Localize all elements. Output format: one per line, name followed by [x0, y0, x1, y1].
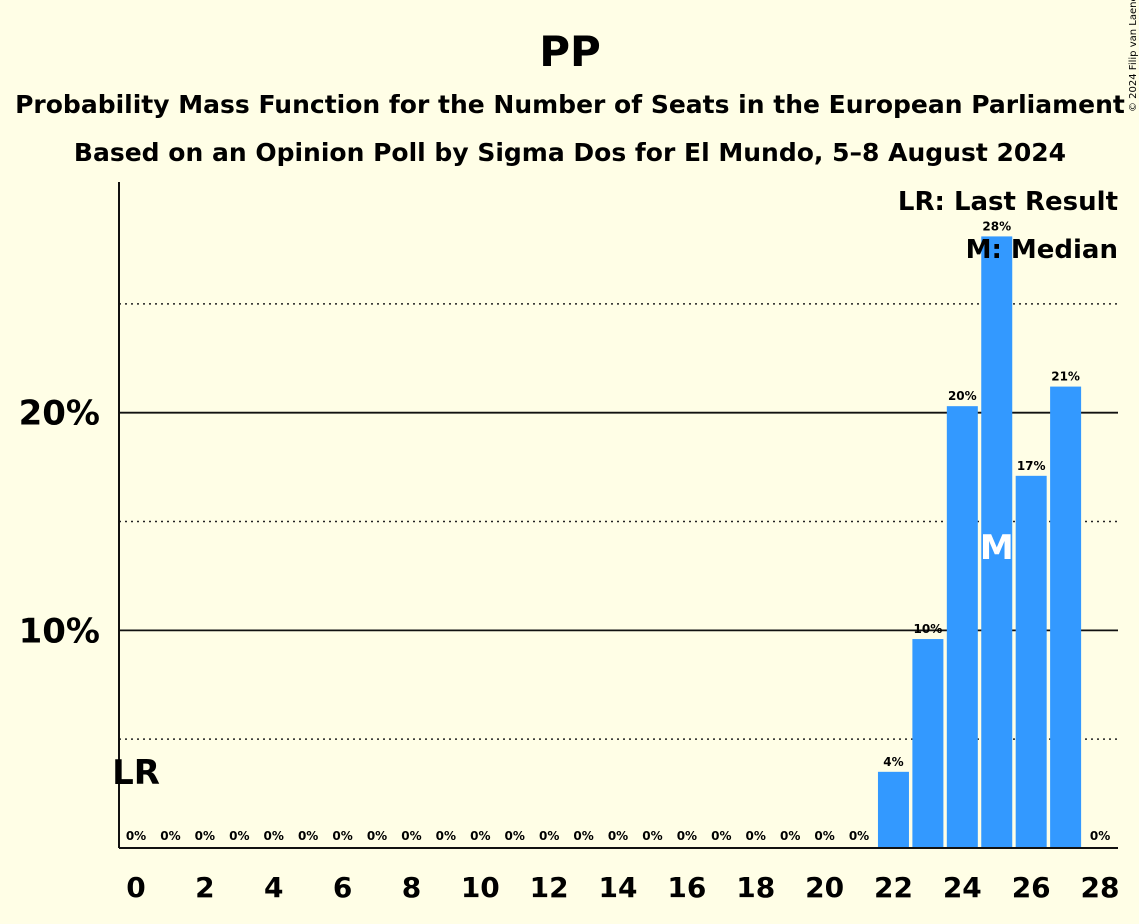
- bar-seats-23: [912, 639, 944, 848]
- chart-title: PP: [539, 27, 601, 76]
- bar-label-seats-6: 0%: [332, 829, 352, 843]
- y-tick-labels: 10% 20%: [19, 394, 100, 652]
- bar-label-seats-25: 28%: [982, 219, 1011, 233]
- x-tick-18: 18: [736, 871, 775, 904]
- bar-seats-24: [946, 406, 978, 848]
- bars: [877, 236, 1082, 849]
- bar-label-seats-19: 0%: [780, 829, 800, 843]
- bar-label-seats-4: 0%: [264, 829, 284, 843]
- x-tick-2: 2: [195, 871, 214, 904]
- x-tick-6: 6: [333, 871, 352, 904]
- bar-label-seats-15: 0%: [642, 829, 662, 843]
- bar-label-seats-22: 4%: [883, 755, 903, 769]
- chart-subtitle-poll: Based on an Opinion Poll by Sigma Dos fo…: [74, 138, 1066, 167]
- bar-label-seats-8: 0%: [401, 829, 421, 843]
- bar-label-seats-17: 0%: [711, 829, 731, 843]
- bar-label-seats-18: 0%: [746, 829, 766, 843]
- bar-label-seats-16: 0%: [677, 829, 697, 843]
- x-tick-20: 20: [805, 871, 844, 904]
- bar-value-labels: 0% 0% 0% 0% 0% 0% 0% 0% 0% 0% 0% 0% 0% 0% 0% 0% 0% 0% 0% 0%…: [126, 219, 1110, 843]
- last-result-marker: LR: [112, 753, 160, 793]
- y-tick-20: 20%: [19, 394, 100, 434]
- bar-label-seats-1: 0%: [160, 829, 180, 843]
- x-tick-8: 8: [402, 871, 421, 904]
- bar-label-seats-27: 21%: [1051, 370, 1080, 384]
- bar-seats-25: [981, 236, 1013, 849]
- x-tick-12: 12: [530, 871, 569, 904]
- bar-label-seats-3: 0%: [229, 829, 249, 843]
- y-tick-10: 10%: [19, 611, 100, 651]
- bar-label-seats-5: 0%: [298, 829, 318, 843]
- bar-label-seats-23: 10%: [914, 622, 943, 636]
- x-tick-28: 28: [1081, 871, 1120, 904]
- bar-label-seats-13: 0%: [573, 829, 593, 843]
- x-tick-4: 4: [264, 871, 283, 904]
- bar-label-seats-24: 20%: [948, 389, 977, 403]
- bar-label-seats-9: 0%: [436, 829, 456, 843]
- bar-label-seats-2: 0%: [195, 829, 215, 843]
- x-tick-24: 24: [943, 871, 982, 904]
- bar-seats-22: [877, 771, 909, 848]
- x-tick-22: 22: [874, 871, 913, 904]
- x-tick-0: 0: [126, 871, 145, 904]
- axes: [118, 182, 1118, 849]
- bar-label-seats-10: 0%: [470, 829, 490, 843]
- bar-label-seats-28: 0%: [1090, 829, 1110, 843]
- bar-label-seats-12: 0%: [539, 829, 559, 843]
- x-tick-26: 26: [1012, 871, 1051, 904]
- bar-seats-27: [1050, 386, 1082, 848]
- legend-median: M: Median: [966, 235, 1118, 265]
- chart-subtitle: Probability Mass Function for the Number…: [15, 90, 1125, 119]
- copyright-note: © 2024 Filip van Laenen: [1128, 0, 1139, 112]
- legend-last-result: LR: Last Result: [898, 187, 1118, 217]
- bar-label-seats-14: 0%: [608, 829, 628, 843]
- bar-label-seats-26: 17%: [1017, 459, 1046, 473]
- median-marker: M: [980, 528, 1014, 568]
- x-tick-16: 16: [667, 871, 706, 904]
- bar-label-seats-11: 0%: [505, 829, 525, 843]
- bar-label-seats-7: 0%: [367, 829, 387, 843]
- bar-label-seats-0: 0%: [126, 829, 146, 843]
- x-tick-14: 14: [599, 871, 638, 904]
- x-tick-10: 10: [461, 871, 500, 904]
- markers: LR M: [112, 528, 1014, 793]
- bar-label-seats-20: 0%: [814, 829, 834, 843]
- bar-label-seats-21: 0%: [849, 829, 869, 843]
- x-tick-labels: 0 2 4 6 8 10 12 14 16 18 20 22 24 26 28: [126, 871, 1119, 904]
- bar-seats-26: [1015, 475, 1047, 848]
